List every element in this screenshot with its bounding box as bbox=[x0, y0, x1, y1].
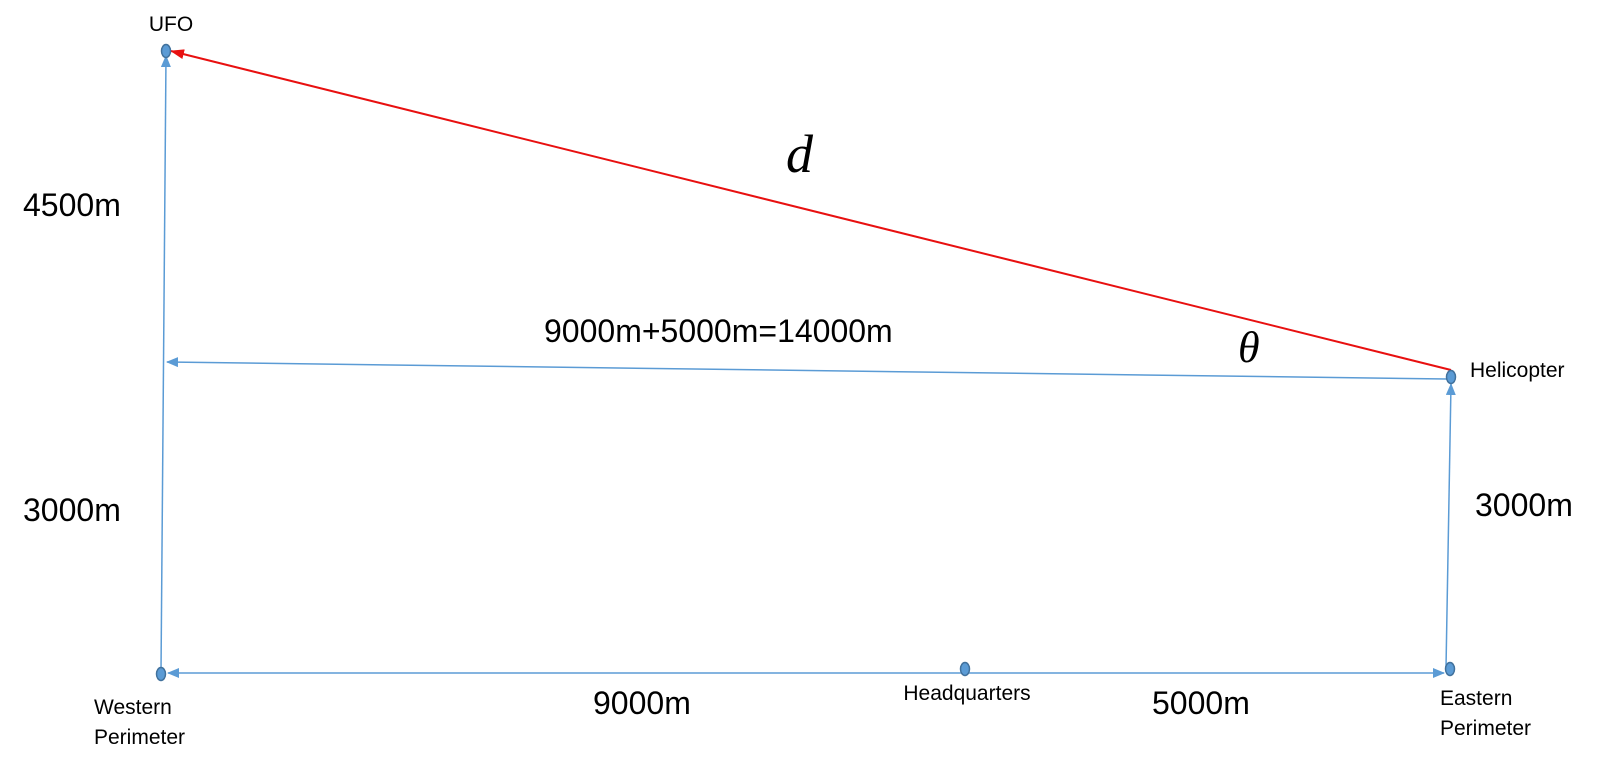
distance-symbol: d bbox=[786, 124, 814, 184]
distance-label: 9000m+5000m=14000m bbox=[544, 313, 893, 349]
point-label: UFO bbox=[149, 13, 193, 36]
headquarters-dot bbox=[959, 661, 971, 677]
point-labels: UFO Helicopter Western Perimeter Headqua… bbox=[94, 13, 1565, 749]
point-label: Helicopter bbox=[1470, 359, 1565, 382]
helicopter-dot bbox=[1445, 369, 1457, 385]
point-label: Western bbox=[94, 696, 172, 719]
point-label: Headquarters bbox=[903, 682, 1030, 705]
distance-label: 5000m bbox=[1152, 685, 1250, 721]
eastern-dot bbox=[1444, 661, 1456, 677]
distance-label: 9000m bbox=[593, 685, 691, 721]
distance-label: 3000m bbox=[1475, 487, 1573, 523]
distance-line bbox=[170, 49, 1452, 371]
point-dots bbox=[155, 43, 1457, 682]
distance-label: 3000m bbox=[23, 492, 121, 528]
western-dot bbox=[155, 666, 167, 682]
horizontal-arrow bbox=[166, 357, 1448, 380]
distance-label: 4500m bbox=[23, 187, 121, 223]
distance-labels: 4500m 3000m 3000m 9000m+5000m=14000m 900… bbox=[23, 187, 1573, 721]
west-vertical-arrow bbox=[160, 55, 171, 673]
angle-symbol: θ bbox=[1238, 323, 1260, 372]
east-vertical-arrow bbox=[1445, 383, 1456, 669]
connectors bbox=[160, 49, 1456, 678]
ufo-dot bbox=[160, 43, 172, 59]
point-label: Perimeter bbox=[1440, 717, 1531, 740]
point-label: Eastern bbox=[1440, 687, 1512, 710]
point-label: Perimeter bbox=[94, 726, 185, 749]
